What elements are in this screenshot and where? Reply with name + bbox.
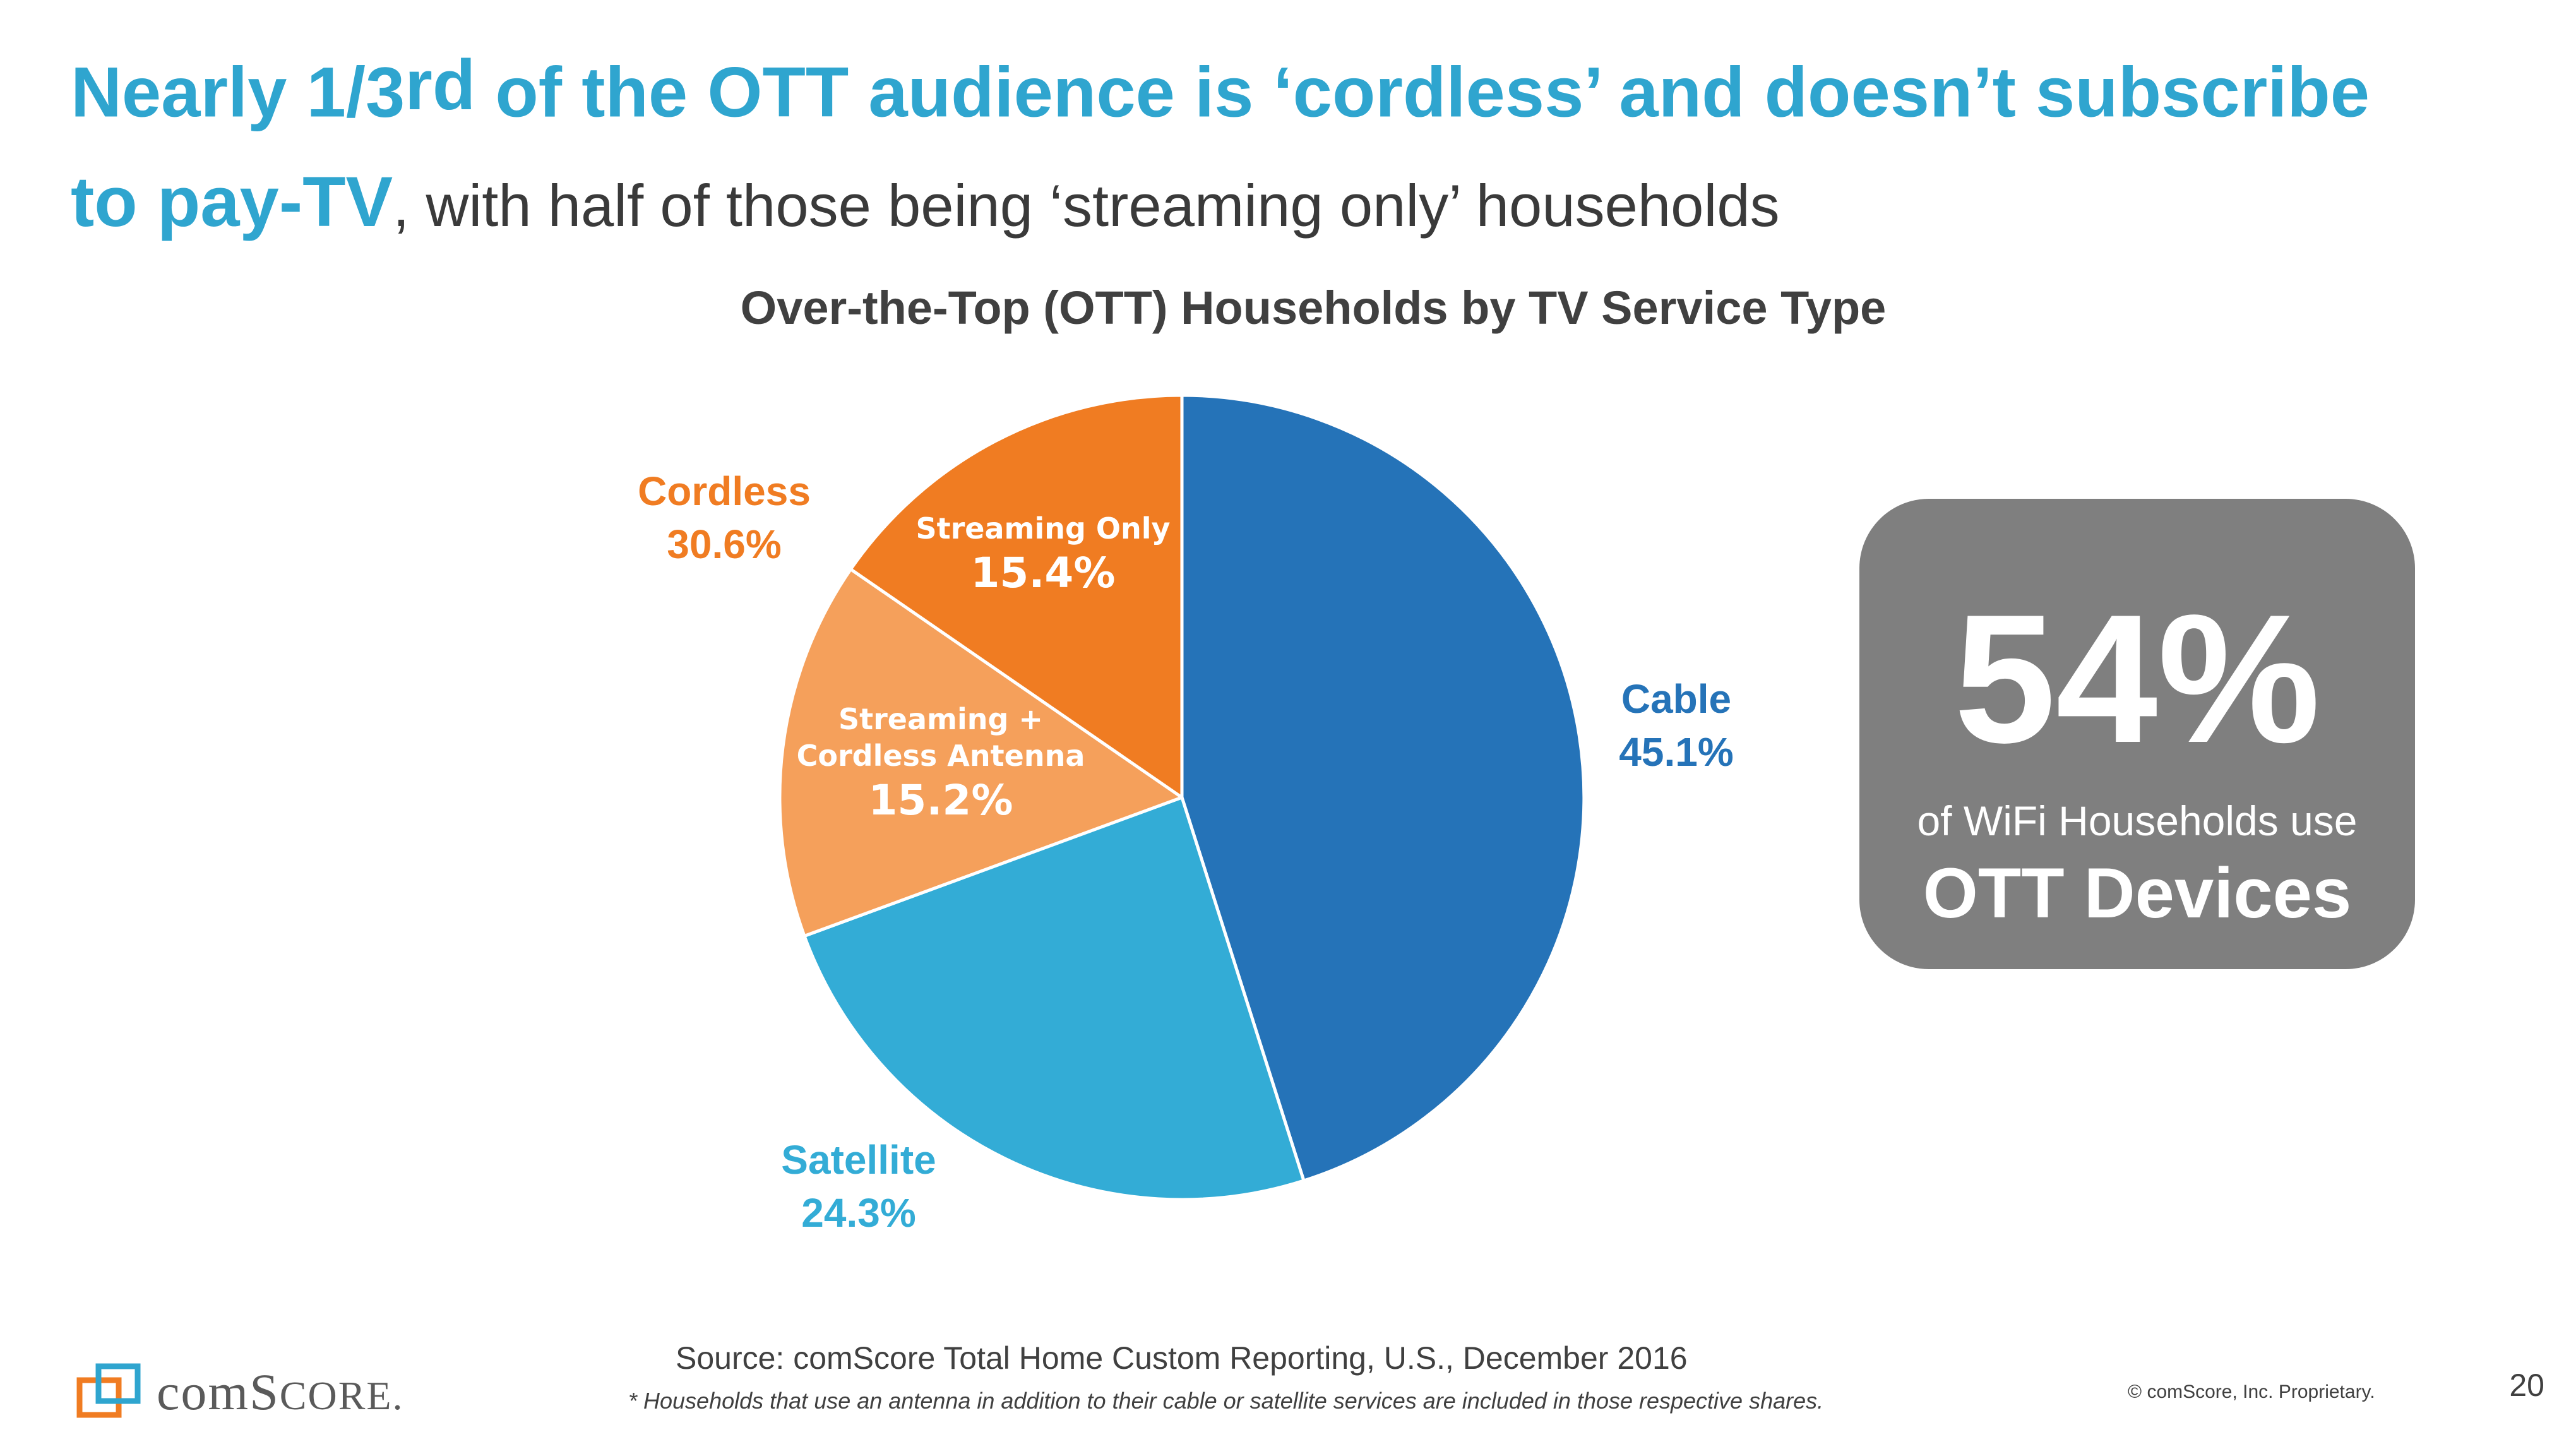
stat-value: 54% [1953,576,2321,781]
streaming-only-label-name: Streaming Only [915,511,1171,546]
logo-text-3: CORE [279,1373,393,1418]
stat-line1: of WiFi Households use [1917,797,2358,844]
pie-slice-cable [1180,393,1586,1183]
pie-slice-streaming-only [849,393,1184,799]
streaming-only-label: Streaming Only 15.4% [854,510,1232,600]
satellite-label: Satellite 24.3% [669,1133,1048,1239]
stat-line2: OTT Devices [1923,854,2352,933]
satellite-label-value: 24.3% [801,1190,916,1236]
headline-part4: , with half of those being ‘streaming on… [393,172,1780,239]
pie-slice-satellite [802,796,1306,1202]
page-number: 20 [2509,1368,2544,1403]
headline-part2: of the OTT audience is ‘cordless’ and do… [475,52,2370,132]
pie-slice-streaming-antenna [778,568,1184,938]
streaming-antenna-label-line1: Streaming + [838,702,1043,736]
source-note: Source: comScore Total Home Custom Repor… [676,1340,1688,1376]
logo-text-2: S [249,1363,280,1421]
streaming-only-label-value: 15.4% [970,549,1116,597]
headline-part1: Nearly 1/3 [71,52,405,132]
headline-part3: to pay-TV [71,162,393,241]
footnote: * Households that use an antenna in addi… [628,1388,1824,1414]
cordless-group-label: Cordless 30.6% [535,465,914,571]
streaming-antenna-label: Streaming + Cordless Antenna 15.2% [751,701,1130,827]
cable-label: Cable 45.1% [1487,672,1866,778]
stat-callout-box: 54% of WiFi Households use OTT Devices [1859,499,2415,969]
logo-text: comSCORE. [157,1363,403,1422]
cordless-label-value: 30.6% [667,522,782,567]
streaming-antenna-label-line2: Cordless Antenna [796,739,1085,773]
headline: Nearly 1/3rd of the OTT audience is ‘cor… [71,39,2520,265]
logo-mark-icon [76,1363,141,1418]
chart-title: Over-the-Top (OTT) Households by TV Serv… [740,282,1887,334]
comscore-logo: comSCORE. [75,1356,466,1426]
logo-text-1: com [157,1363,250,1421]
logo-text-4: . [392,1373,404,1418]
streaming-antenna-label-value: 15.2% [868,776,1013,825]
cable-label-name: Cable [1621,676,1732,722]
cordless-label-name: Cordless [638,468,811,514]
cable-label-value: 45.1% [1619,729,1734,775]
satellite-label-name: Satellite [781,1137,936,1183]
headline-superscript: rd [405,45,476,124]
copyright: © comScore, Inc. Proprietary. [2128,1381,2375,1402]
